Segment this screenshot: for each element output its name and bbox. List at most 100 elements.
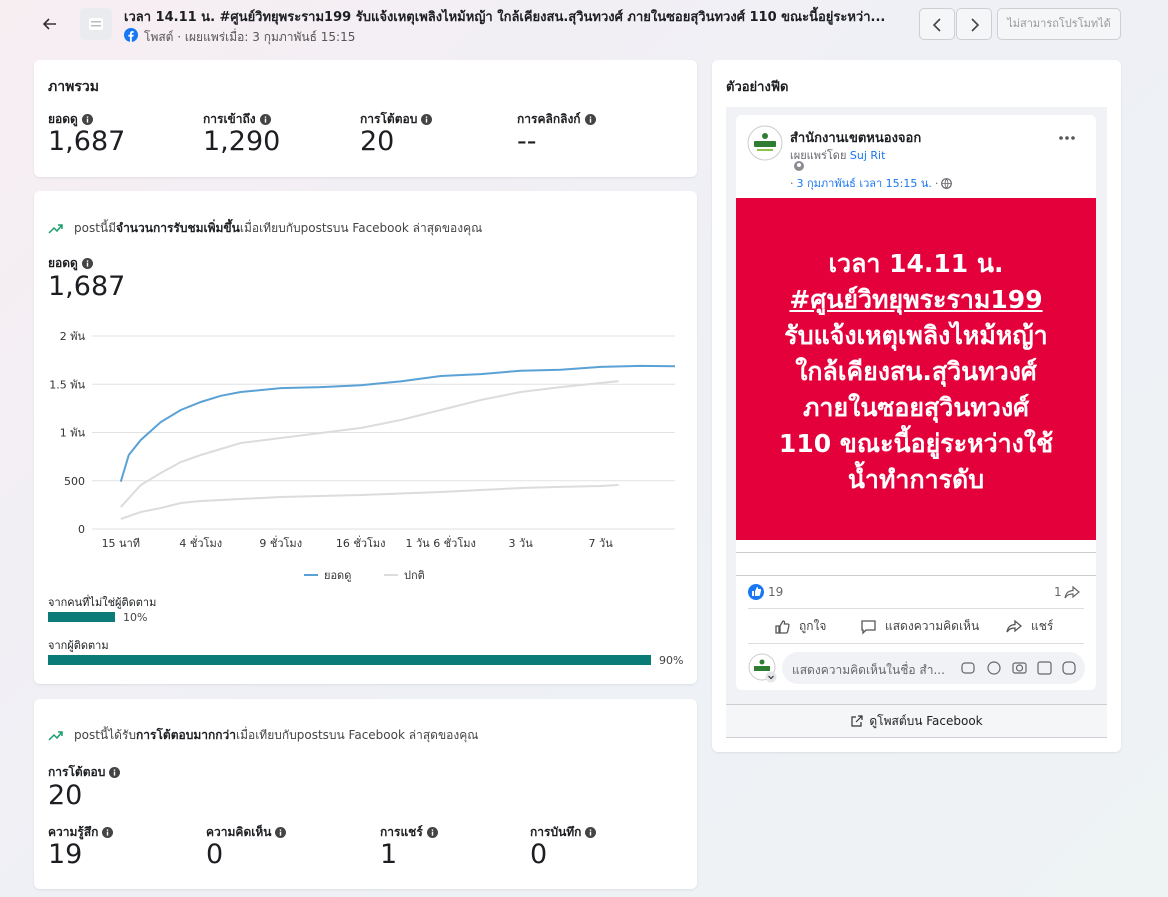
- image-line: 110 ขณะนี้อยู่ระหว่างใช้: [778, 429, 1054, 458]
- metric-label-text: การบันทึก: [530, 825, 582, 839]
- info-icon[interactable]: [421, 114, 433, 125]
- info-dot: [431, 829, 433, 831]
- y-tick-label: 1 พัน: [60, 427, 86, 440]
- audience-bar: [48, 655, 651, 665]
- next-button[interactable]: [956, 8, 992, 40]
- post-date-text[interactable]: 3 กุมภาพันธ์ เวลา 15:15 น.: [796, 177, 932, 190]
- audience-label: จากผู้ติดตาม: [48, 639, 109, 652]
- info-dot: [280, 829, 282, 831]
- info-dot: [426, 116, 428, 118]
- info-icon[interactable]: [109, 767, 121, 778]
- action-button[interactable]: แชร์: [1006, 617, 1053, 636]
- metric-value: 20: [360, 126, 395, 157]
- commenter-avatar: [748, 653, 777, 683]
- series-line: [120, 380, 619, 508]
- x-tick-label: 7 วัน: [589, 537, 614, 550]
- info-icon[interactable]: [584, 114, 596, 125]
- action-icon: [775, 619, 790, 634]
- legend-label: ยอดดู: [324, 569, 351, 582]
- x-tick-label: 4 ชั่วโมง: [179, 535, 222, 550]
- info-mark: [86, 118, 89, 123]
- like-reaction-icon: [748, 584, 764, 600]
- page-avatar: [747, 125, 783, 161]
- metric-label: การโต้ตอบ: [360, 110, 433, 129]
- divider: [748, 608, 1084, 609]
- published-by: เผยแพร่โดย Suj Rit: [790, 146, 885, 164]
- headline-bold: การโต้ตอบมากกว่า: [136, 728, 236, 742]
- image-line: #ศูนย์วิทยุพระราม199: [789, 285, 1043, 314]
- comment-placeholder: แสดงความคิดเห็นในชื่อ สำ...: [792, 663, 945, 677]
- action-icon-path: [775, 619, 790, 634]
- metric-value: 20: [48, 780, 83, 811]
- metric-label-text: การโต้ตอบ: [48, 765, 106, 779]
- metric-label: ยอดดู: [48, 110, 93, 129]
- x-tick-label: 16 ชั่วโมง: [336, 535, 386, 550]
- divider: [736, 552, 1096, 553]
- prev-button[interactable]: [919, 8, 955, 40]
- view-button-text: ดูโพสต์บน Facebook: [869, 713, 983, 728]
- comment-input[interactable]: แสดงความคิดเห็นในชื่อ สำ...: [782, 652, 1085, 684]
- action-icon-path: [1006, 619, 1023, 632]
- image-text: เวลา 14.11 น. #ศูนย์วิทยุพระราม199 รับแจ้ง…: [736, 198, 1096, 498]
- info-icon[interactable]: [81, 114, 93, 125]
- info-mark: [589, 118, 591, 123]
- metric-label: การคลิกลิงก์: [517, 110, 596, 129]
- info-mark: [426, 118, 428, 123]
- page-name[interactable]: สำนักงานเขตหนองจอก: [790, 131, 922, 146]
- metric-label: ความคิดเห็น: [206, 823, 287, 842]
- info-icon[interactable]: [259, 114, 271, 125]
- overview-title: ภาพรวม: [48, 79, 99, 95]
- trend-icon: [48, 223, 63, 234]
- info-icon[interactable]: [275, 827, 287, 838]
- action-icon-path: [861, 619, 876, 635]
- image-line: น้ำทำการดับ: [847, 465, 985, 494]
- x-tick-label: 1 วัน 6 ชั่วโมง: [406, 535, 476, 550]
- info-dot: [264, 116, 266, 118]
- info-icon[interactable]: [81, 258, 93, 269]
- y-tick-label: 0: [78, 523, 85, 536]
- info-icon[interactable]: [426, 827, 438, 838]
- metric-value: --: [517, 126, 537, 157]
- divider: [736, 575, 1096, 576]
- metric-label: ยอดดู: [48, 254, 93, 273]
- action-button[interactable]: ถูกใจ: [774, 617, 826, 636]
- overview-card: ภาพรวม ยอดดู 1,687 การเข้าถึง 1,290 การโต้ตอ…: [34, 60, 697, 177]
- view-on-facebook-button[interactable]: ดูโพสต์บน Facebook: [726, 704, 1107, 738]
- y-tick-label: 500: [64, 475, 85, 488]
- info-dot: [107, 829, 109, 831]
- info-mark: [280, 831, 282, 836]
- metric-label: การเข้าถึง: [203, 110, 271, 129]
- metric-value: 0: [206, 839, 224, 870]
- headline-text: postนี้ได้รับ: [74, 728, 137, 742]
- promote-button[interactable]: ไม่สามารถโปรโมทได้: [997, 8, 1121, 40]
- image-line: เวลา 14.11 น.: [828, 249, 1004, 278]
- trend-icon: [48, 730, 63, 741]
- facebook-icon: [124, 28, 138, 42]
- metric-label-text: การแชร์: [380, 825, 423, 839]
- reaction-count[interactable]: 19: [768, 585, 784, 599]
- metric-value: 19: [48, 839, 83, 870]
- info-mark: [431, 831, 433, 836]
- author-icon: [794, 161, 804, 171]
- metric-label: การแชร์: [380, 823, 438, 842]
- action-label: แสดงความคิดเห็น: [885, 619, 980, 633]
- info-mark: [107, 831, 109, 836]
- more-icon[interactable]: [1058, 135, 1076, 141]
- info-icon[interactable]: [102, 827, 114, 838]
- info-icon[interactable]: [585, 827, 597, 838]
- author[interactable]: Suj Rit: [849, 149, 886, 162]
- headline-text: เมื่อเทียบกับpostsบน Facebook ล่าสุดของค…: [239, 221, 483, 235]
- back-arrow[interactable]: [42, 16, 58, 32]
- interactions-card: postนี้ได้รับการโต้ตอบมากกว่าเมื่อเทียบก…: [34, 699, 697, 889]
- share-icon: [1064, 585, 1080, 599]
- action-button[interactable]: แสดงความคิดเห็น: [860, 617, 979, 636]
- metric-label: การบันทึก: [530, 823, 597, 842]
- post-date: · 3 กุมภาพันธ์ เวลา 15:15 น. ·: [790, 174, 953, 192]
- metric-value: 1,687: [48, 271, 126, 302]
- metric-value: 1,687: [48, 126, 126, 157]
- image-line: รับแจ้งเหตุเพลิงไหม้หญ้า: [784, 321, 1048, 350]
- published-by-text: เผยแพร่โดย: [790, 149, 847, 162]
- post-icon: [80, 8, 112, 40]
- share-count[interactable]: 1: [1054, 585, 1080, 599]
